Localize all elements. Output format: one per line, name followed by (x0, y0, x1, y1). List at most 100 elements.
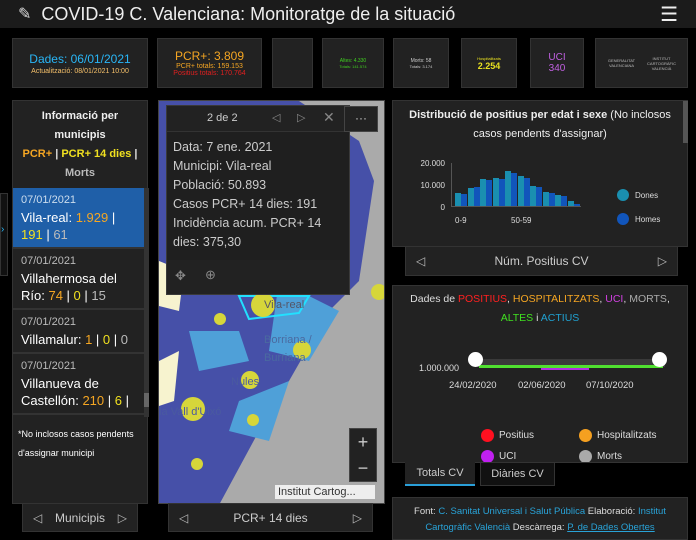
title-part: , (507, 293, 513, 305)
tab-diaries-cv[interactable]: Diàries CV (480, 462, 555, 486)
menu-icon[interactable]: ☰ (660, 4, 678, 26)
legend-item-homes[interactable]: Homes (617, 207, 660, 231)
x-tick: 0-9 (455, 216, 467, 225)
popup-next-icon[interactable]: ▷ (297, 112, 306, 124)
bar-homes-30-39[interactable] (498, 179, 505, 206)
map-attribution[interactable]: Institut Cartog... (275, 485, 375, 499)
bar-dones-10-19[interactable] (467, 187, 474, 206)
map-bubble[interactable] (247, 414, 259, 426)
bar-homes-10-19[interactable] (473, 187, 480, 206)
tab-totals-cv[interactable]: Totals CV (405, 462, 475, 486)
legend-sep: | (55, 148, 59, 160)
list-scrollbar[interactable] (144, 188, 149, 417)
bar-homes-70-79[interactable] (548, 192, 555, 206)
item-morts: 15 (91, 288, 106, 303)
zoom-in-button[interactable]: + (357, 432, 369, 452)
prev-arrow-icon[interactable]: ◁ (416, 254, 426, 268)
next-arrow-icon[interactable]: ▷ (657, 254, 667, 268)
desc-link[interactable]: P. de Dades Obertes (567, 522, 655, 533)
move-icon[interactable]: ✥ (175, 268, 186, 283)
item-pcr: 74 (48, 288, 63, 303)
update-date: Actualització: 08/01/2021 10:00 (31, 67, 129, 75)
bar-dones-0-9[interactable] (455, 193, 461, 206)
tile-altes: Altes: 4.330 Totals: 141.574 (322, 38, 384, 88)
map-bubble[interactable] (214, 313, 226, 325)
municipis-list[interactable]: 07/01/2021 Vila-real: 1.929 | 191 | 61 07/… (13, 188, 144, 417)
bar-homes-80-89[interactable] (561, 196, 567, 206)
title-part: POSITIUS (458, 293, 508, 305)
side-collapse-tab[interactable]: › (0, 193, 8, 276)
map-bubble[interactable] (241, 371, 259, 389)
virus-logo-icon: ✎ (18, 6, 32, 23)
morts-value: Morts: 58 (410, 57, 432, 64)
bar-dones-90+[interactable] (567, 201, 574, 206)
bar-homes-90+[interactable] (573, 203, 580, 206)
map-bubble[interactable] (293, 341, 311, 359)
tile-morts: Morts: 58 Totals: 3.174 (393, 38, 449, 88)
date-tick: 02/06/2020 (518, 380, 566, 391)
bar-dones-30-39[interactable] (492, 177, 499, 206)
legend-item[interactable]: Positius (481, 429, 579, 442)
item-name: Villamalur: (21, 332, 82, 347)
legend-pcr: PCR+ (22, 148, 53, 160)
bar-dones-70-79[interactable] (542, 191, 549, 206)
bar-dones-60-69[interactable] (530, 186, 536, 206)
slider-handle-left[interactable] (468, 352, 483, 367)
prev-arrow-icon[interactable]: ◁ (33, 510, 43, 525)
municipi-list-item[interactable]: 07/01/2021 Villamalur: 1 | 0 | 0 (13, 310, 144, 354)
map-bubble[interactable] (251, 293, 275, 317)
legend-item[interactable]: UCI (481, 450, 579, 462)
header-bar: ✎ COVID-19 C. Valenciana: Monitoratge de… (0, 0, 696, 28)
popup-counter: 2 de 2 (207, 112, 238, 124)
popup-prev-icon[interactable]: ◁ (272, 112, 281, 124)
item-pcr14: 6 (114, 393, 122, 408)
legend-dot-icon (617, 213, 629, 225)
legend-item[interactable]: Morts (579, 450, 677, 462)
elab-label: Elaboració: (587, 506, 636, 517)
bar-homes-60-69[interactable] (536, 186, 542, 206)
line-uci (541, 368, 589, 370)
font-link[interactable]: C. Sanitat Universal i Salut Pública (438, 506, 586, 517)
map-bubble[interactable] (181, 397, 205, 421)
bar-dones-80-89[interactable] (555, 195, 561, 206)
age-chart-nav: ◁ Núm. Positius CV ▷ (405, 246, 678, 276)
uci-label: UCI (548, 52, 566, 63)
line-altes (479, 365, 663, 368)
bar-homes-0-9[interactable] (461, 194, 467, 206)
item-morts: 0 (120, 332, 128, 347)
popup-close-icon[interactable]: ✕ (323, 109, 335, 125)
tile-dades: Dades: 06/01/2021 Actualització: 08/01/2… (12, 38, 148, 88)
map-bubble[interactable] (191, 458, 203, 470)
municipi-list-item[interactable]: 07/01/2021 Vila-real: 1.929 | 191 | 61 (13, 188, 144, 249)
slider-handle-right[interactable] (652, 352, 667, 367)
next-arrow-icon[interactable]: ▷ (117, 510, 127, 525)
elab-link[interactable]: Institut Cartogràfic Valencià (425, 506, 666, 533)
legend-item[interactable]: Hospitalitzats (579, 429, 677, 442)
chart-title: Distribució de positius per edat i sexe (409, 109, 608, 121)
bar-dones-20-29[interactable] (480, 179, 486, 206)
map-label: Nules (231, 376, 260, 388)
pcr-value: PCR+: 3.809 (174, 49, 245, 63)
bar-dones-50-59[interactable] (517, 175, 524, 206)
municipi-list-item[interactable]: 07/01/2021 Villanueva de Castellón: 210 |… (13, 354, 144, 415)
bar-homes-20-29[interactable] (486, 180, 492, 206)
legend-item-dones[interactable]: Dones (617, 183, 660, 207)
municipi-list-item[interactable]: 07/01/2021 Villahermosa del Río: 74 | 0 |… (13, 249, 144, 310)
prev-arrow-icon[interactable]: ◁ (179, 510, 189, 525)
y-tick: 10.000 (420, 181, 445, 190)
timeline-range-slider[interactable] (477, 359, 665, 367)
legend-sep: | (134, 148, 138, 160)
zoom-out-button[interactable]: − (357, 458, 369, 478)
bar-homes-40-49[interactable] (511, 173, 517, 206)
bar-dones-40-49[interactable] (505, 171, 511, 206)
panel-scrollbar[interactable] (683, 101, 688, 143)
next-arrow-icon[interactable]: ▷ (352, 510, 362, 525)
item-morts: 61 (53, 227, 68, 242)
bar-homes-50-59[interactable] (523, 177, 530, 206)
x-tick: 50-59 (511, 216, 532, 225)
popup-more-button[interactable]: ··· (344, 106, 378, 132)
municipis-panel: Informació per municipis PCR+ | PCR+ 14 … (12, 100, 149, 504)
zoom-to-icon[interactable]: ⊕ (205, 267, 216, 282)
legend-morts: Morts (65, 167, 95, 179)
map-bubble[interactable] (371, 284, 384, 300)
